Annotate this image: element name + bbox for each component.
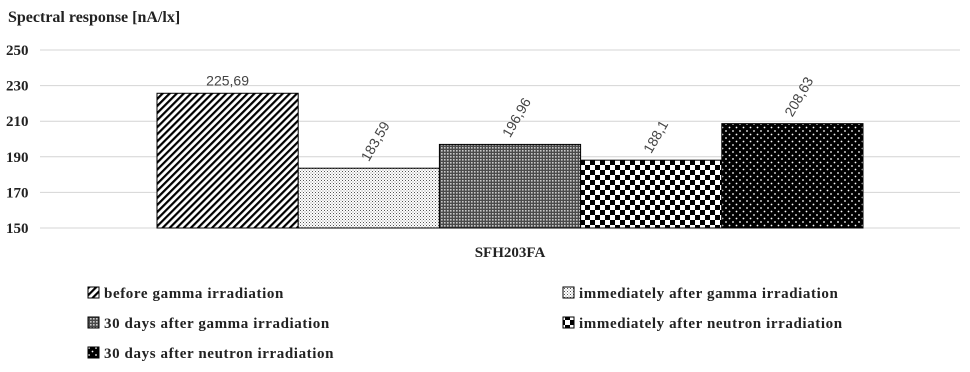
legend-label: before gamma irradiation xyxy=(104,286,284,302)
bar xyxy=(438,143,582,229)
bar xyxy=(721,123,864,229)
legend-label: immediately after neutron irradiation xyxy=(579,316,843,332)
y-tick-label: 150 xyxy=(6,221,29,237)
data-label: 225,69 xyxy=(206,72,249,88)
legend-label: immediately after gamma irradiation xyxy=(579,286,838,302)
bar xyxy=(580,159,723,229)
legend-label: 30 days after gamma irradiation xyxy=(104,316,330,332)
bar xyxy=(297,167,440,229)
y-axis-title: Spectral response [nA/lx] xyxy=(8,9,180,26)
y-tick-labels: 150 170 190 210 230 250 xyxy=(6,43,29,237)
x-category-label: SFH203FA xyxy=(475,245,546,261)
legend-swatch xyxy=(562,286,575,299)
data-label: 188,1 xyxy=(640,117,671,156)
legend-swatch xyxy=(562,316,575,329)
bar xyxy=(156,92,299,229)
y-tick-label: 170 xyxy=(6,185,29,201)
legend-swatch xyxy=(87,286,100,299)
y-tick-label: 250 xyxy=(6,43,29,59)
legend: before gamma irradiation immediately afte… xyxy=(87,286,843,362)
legend-swatch xyxy=(87,346,100,359)
y-tick-label: 190 xyxy=(6,150,29,166)
data-label: 196,96 xyxy=(499,95,534,140)
legend-swatch xyxy=(87,316,100,329)
y-tick-label: 210 xyxy=(6,114,29,130)
y-tick-label: 230 xyxy=(6,79,29,95)
data-label: 208,63 xyxy=(781,74,816,119)
legend-label: 30 days after neutron irradiation xyxy=(104,346,334,362)
bars xyxy=(156,92,864,229)
